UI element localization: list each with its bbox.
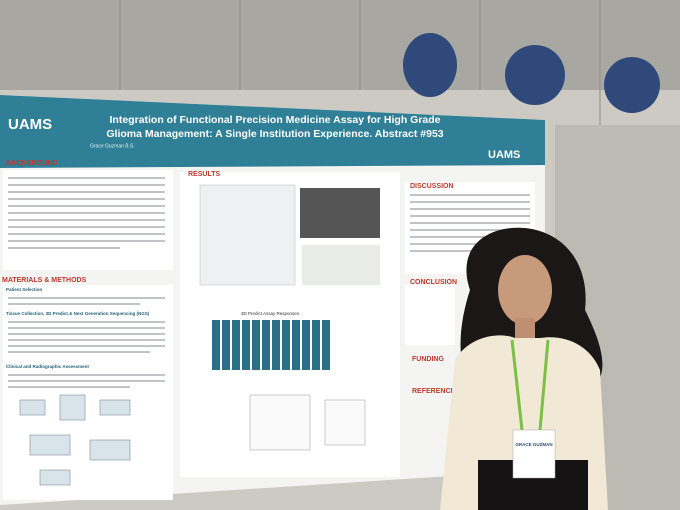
body-text: [8, 177, 165, 388]
poster: UAMS UAMS Integration of Functional Prec…: [0, 95, 545, 505]
speakers: [403, 33, 660, 113]
person: GRACE GUZMAN: [440, 227, 608, 510]
scatter-figure: [249, 394, 311, 451]
authors: Grace Guzman B.S.: [90, 143, 135, 149]
section-header: RESULTS: [188, 171, 220, 178]
logo: UAMS: [8, 116, 52, 133]
box-figure: [324, 399, 366, 446]
section-header: REFERENCES: [412, 388, 460, 395]
bar-figure: [212, 320, 330, 370]
badge-name: GRACE GUZMAN: [515, 442, 552, 447]
subsection: Tissue Collection, 3D Predict & Next Gen…: [6, 311, 150, 316]
poster-title: Integration of Functional Precision Medi…: [110, 114, 441, 126]
heatmap: [302, 245, 380, 285]
panel: [3, 285, 173, 500]
subsection: Patient Selection: [6, 287, 43, 292]
ceiling: [0, 0, 680, 90]
lanyard: [510, 339, 550, 431]
section-header: DISCUSSION: [410, 183, 454, 190]
wall-panels: [119, 0, 601, 130]
table-figure: [199, 184, 296, 286]
mri-images: [300, 188, 380, 238]
section-header: FUNDING: [412, 356, 444, 363]
section-header: MATERIALS & METHODS: [2, 277, 87, 284]
section-header: BACKGROUND: [6, 160, 57, 167]
logo: UAMS: [488, 149, 520, 161]
poster-header: [0, 95, 545, 168]
badge: [512, 429, 556, 479]
face: [498, 255, 552, 325]
subsection: Clinical and Radiographic Assessment: [6, 364, 89, 369]
section-header: CONCLUSION: [410, 279, 457, 286]
chart-title: 3D Predict Assay Responses: [241, 311, 300, 316]
diagram: [19, 394, 131, 486]
poster-title: Glioma Management: A Single Institution …: [106, 128, 443, 140]
panel: [405, 285, 455, 345]
neck: [515, 318, 535, 338]
